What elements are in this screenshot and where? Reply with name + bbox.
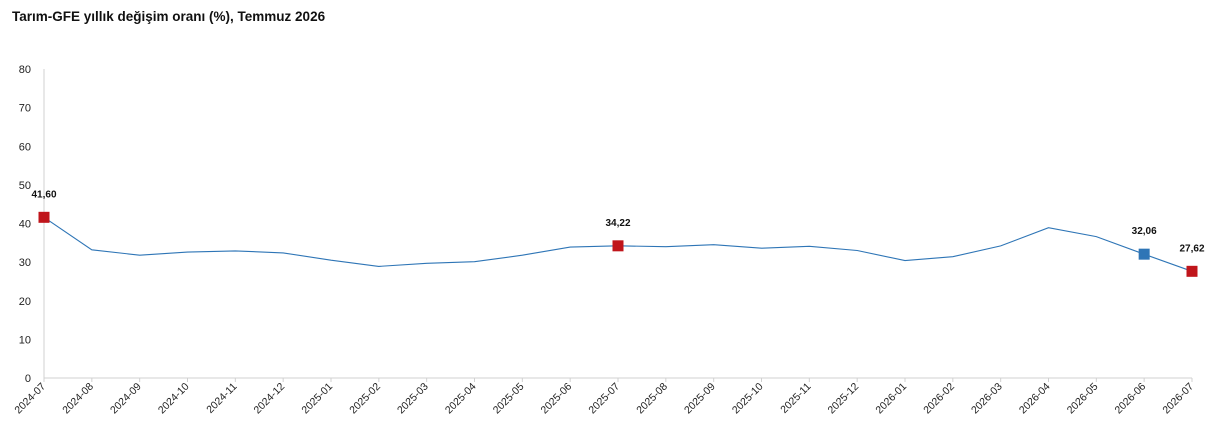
x-tick-label: 2025-02 <box>347 381 383 417</box>
x-tick-label: 2025-11 <box>778 381 813 416</box>
x-tick-label: 2024-07 <box>12 381 48 417</box>
data-point-marker <box>38 211 50 223</box>
y-tick-label: 50 <box>19 180 31 192</box>
data-labels: 41,60 34,22 32,06 27,62 <box>31 189 1204 254</box>
data-point-marker <box>612 240 624 252</box>
x-tick-label: 2025-05 <box>491 381 527 417</box>
x-axis-ticks: 2024-07 2024-08 2024-09 2024-10 2024-11 2024-… <box>12 378 1196 416</box>
x-tick-label: 2025-07 <box>586 381 622 417</box>
x-tick-label: 2025-09 <box>682 381 718 417</box>
y-axis-ticks: 0 10 20 30 40 50 60 70 80 <box>19 64 31 385</box>
chart-title: Tarım-GFE yıllık değişim oranı (%), Temm… <box>12 9 326 24</box>
x-tick-label: 2026-02 <box>921 381 957 417</box>
x-tick-label: 2025-04 <box>443 381 479 417</box>
y-tick-label: 60 <box>19 141 31 153</box>
y-tick-label: 70 <box>19 103 31 115</box>
y-tick-label: 80 <box>19 64 31 76</box>
data-label: 27,62 <box>1179 243 1204 254</box>
x-tick-label: 2024-09 <box>108 381 144 417</box>
x-tick-label: 2026-07 <box>1160 381 1196 417</box>
y-tick-label: 10 <box>19 334 31 346</box>
data-point-marker <box>1138 248 1150 260</box>
x-tick-label: 2026-04 <box>1017 381 1053 417</box>
x-tick-label: 2025-01 <box>299 381 335 417</box>
y-tick-label: 30 <box>19 257 31 269</box>
x-tick-label: 2025-10 <box>730 381 766 417</box>
y-tick-label: 40 <box>19 219 31 231</box>
x-tick-label: 2025-08 <box>634 381 670 417</box>
highlight-markers <box>38 211 1198 277</box>
x-tick-label: 2026-05 <box>1065 381 1101 417</box>
data-label: 41,60 <box>31 189 56 200</box>
y-tick-label: 0 <box>25 373 31 385</box>
x-tick-label: 2025-03 <box>395 381 431 417</box>
x-tick-label: 2024-10 <box>156 381 192 417</box>
data-label: 34,22 <box>605 218 630 229</box>
y-tick-label: 20 <box>19 296 31 308</box>
x-tick-label: 2025-06 <box>539 381 575 417</box>
x-tick-label: 2024-12 <box>252 381 288 417</box>
data-label: 32,06 <box>1132 226 1157 237</box>
x-tick-label: 2025-12 <box>826 381 862 417</box>
data-point-marker <box>1186 265 1198 277</box>
x-tick-label: 2024-11 <box>204 381 239 416</box>
x-tick-label: 2026-06 <box>1113 381 1149 417</box>
x-tick-label: 2026-03 <box>969 381 1005 417</box>
x-tick-label: 2024-08 <box>60 381 96 417</box>
x-tick-label: 2026-01 <box>873 381 909 417</box>
